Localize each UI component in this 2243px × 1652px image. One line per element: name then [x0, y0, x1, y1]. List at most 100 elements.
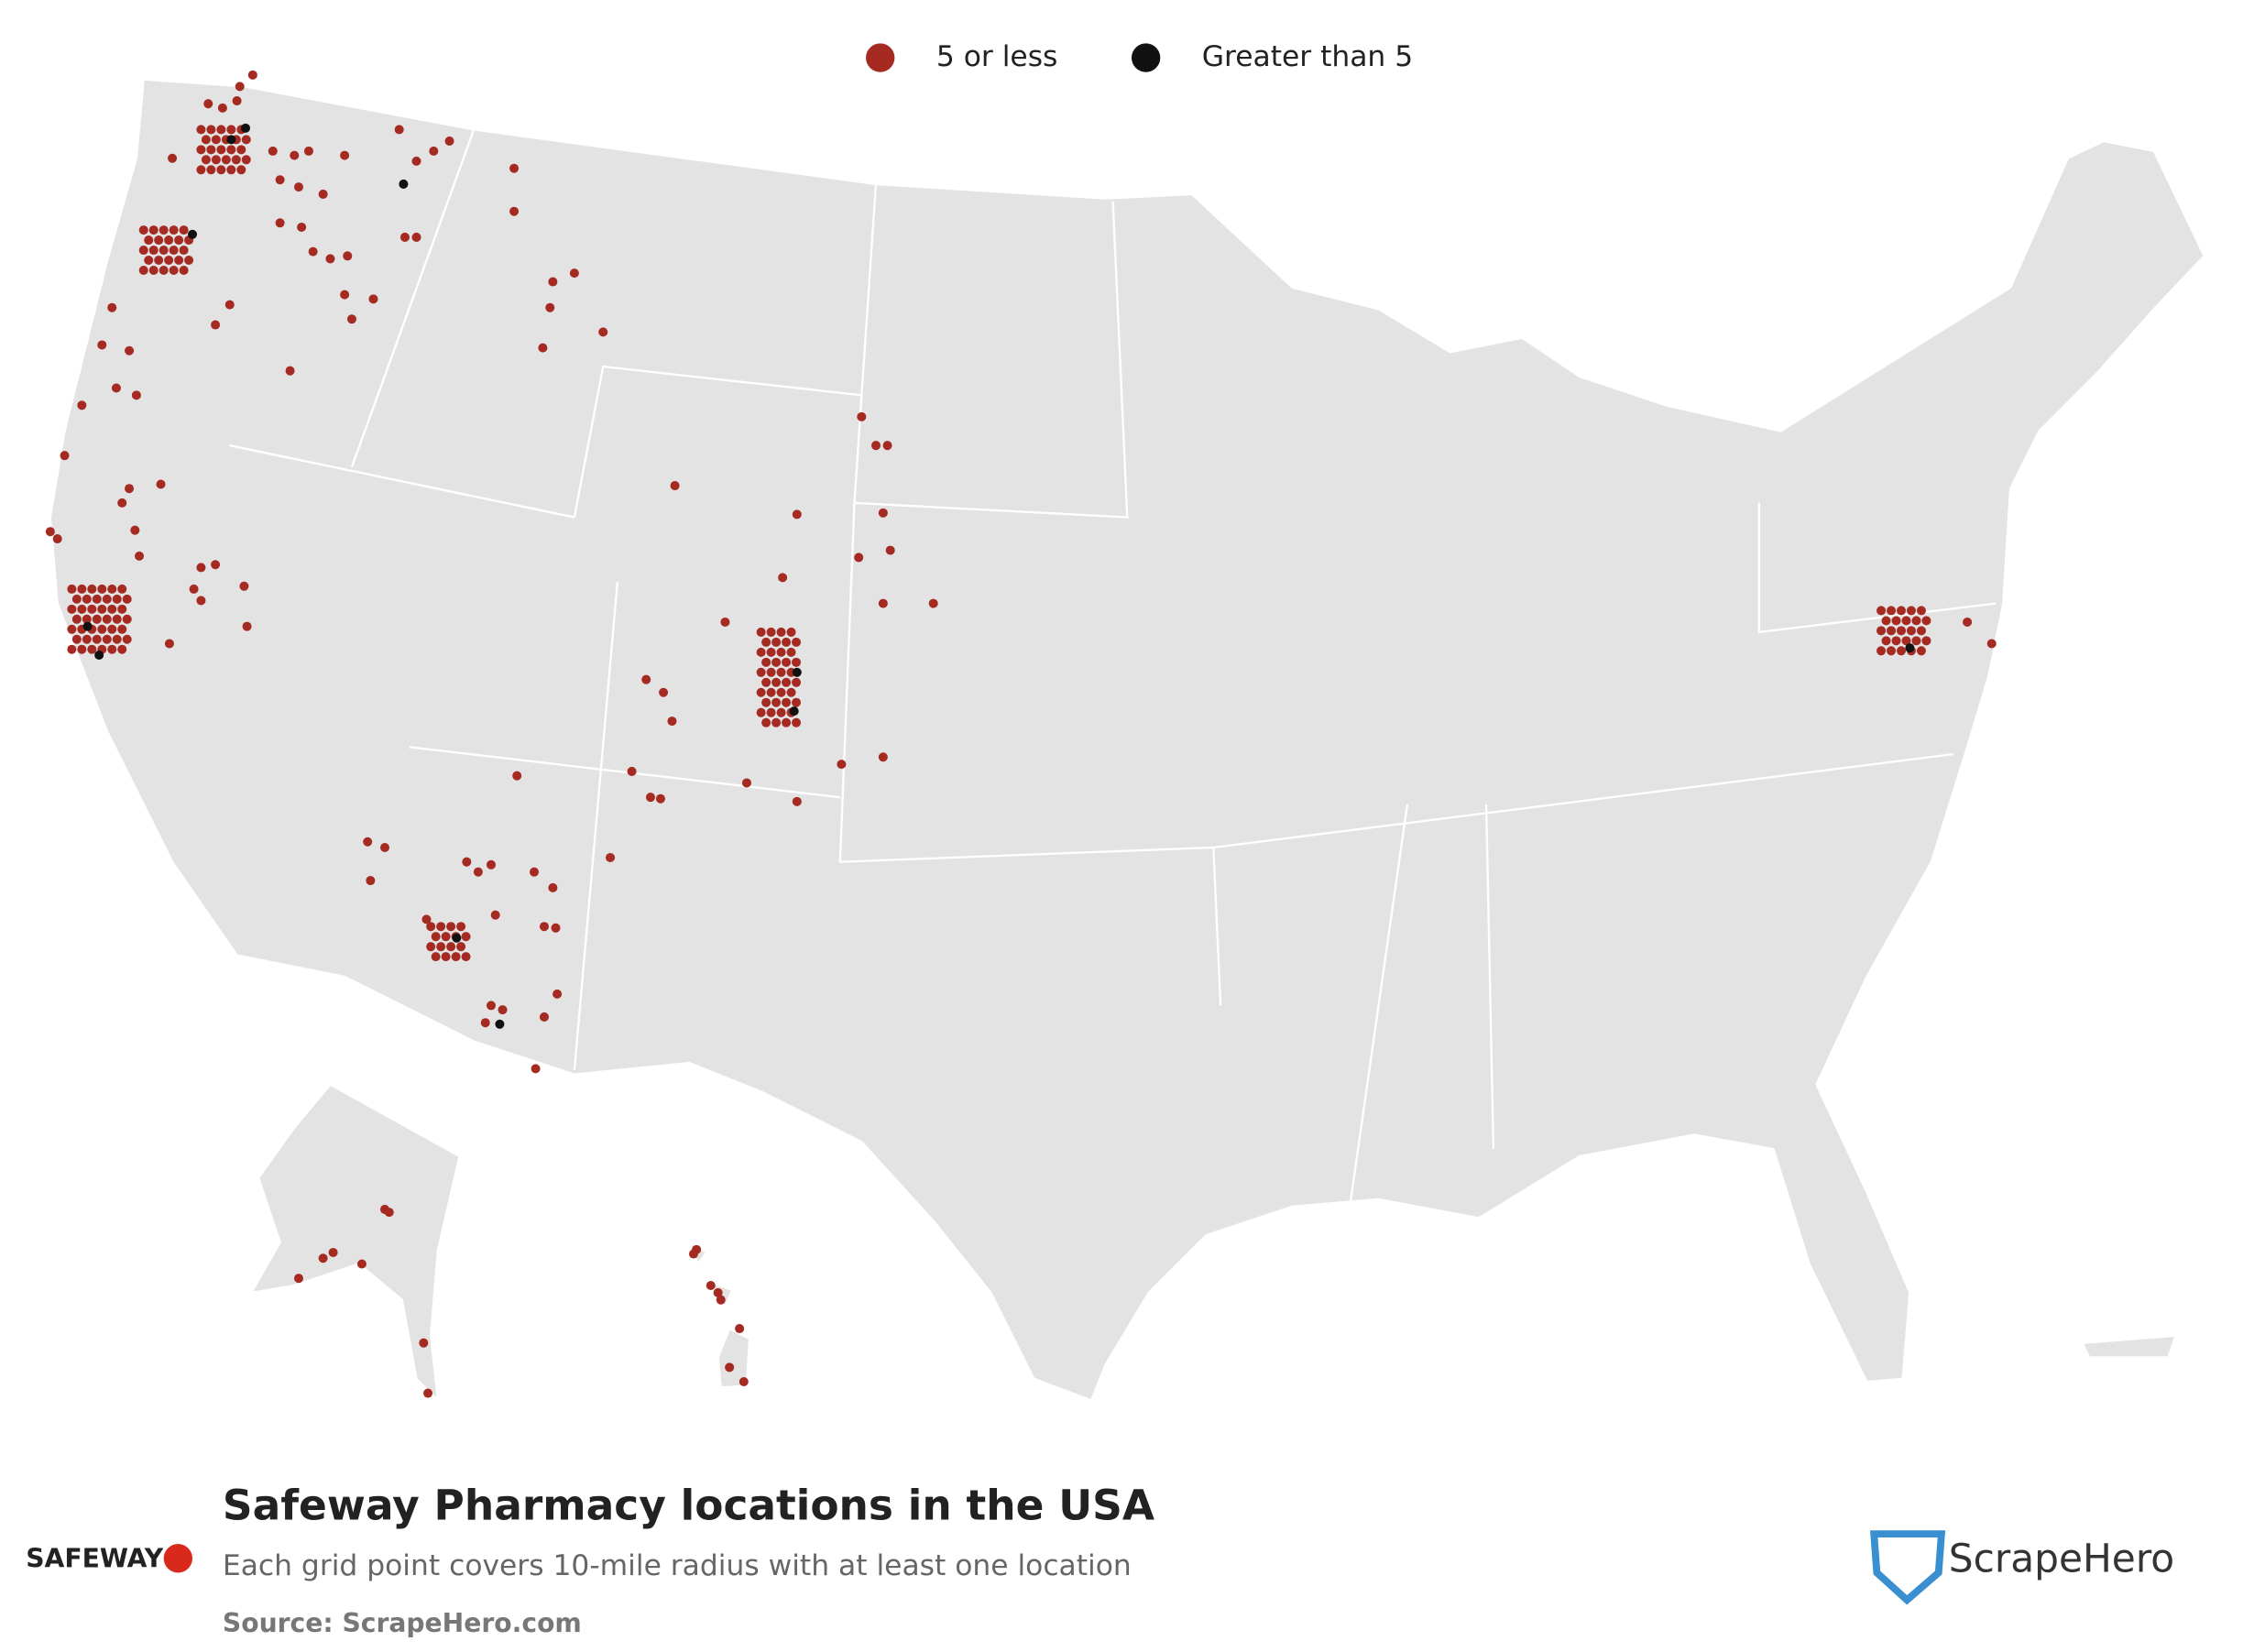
location-dot [138, 225, 148, 235]
location-dot [340, 150, 350, 160]
location-dot [771, 697, 782, 707]
location-dot [117, 604, 127, 614]
location-dot [436, 922, 446, 932]
location-dot [112, 634, 122, 644]
location-dot [882, 441, 892, 451]
location-dot [241, 135, 251, 145]
location-dot [122, 614, 132, 624]
location-dot [462, 857, 472, 867]
location-dot [226, 125, 236, 135]
location-dot [776, 707, 786, 717]
location-dot [290, 150, 300, 160]
location-dot [1887, 606, 1897, 616]
location-dot [236, 165, 246, 175]
location-dot [1891, 636, 1901, 646]
location-dot [240, 123, 251, 133]
location-dot [1911, 636, 1921, 646]
location-dot [1896, 646, 1907, 656]
location-dot [308, 246, 318, 257]
location-dot [480, 1018, 490, 1028]
location-dot [548, 277, 558, 287]
location-dot [275, 218, 285, 228]
location-dot [782, 677, 792, 687]
safeway-wordmark: SAFEWAY [26, 1543, 164, 1573]
location-dot [60, 451, 70, 461]
location-dot [545, 302, 555, 312]
location-dot [71, 634, 82, 644]
location-dot [71, 594, 82, 604]
location-dot [340, 290, 350, 300]
location-dot [426, 922, 436, 932]
location-dot [716, 1295, 726, 1305]
legend-swatch [1131, 43, 1161, 72]
location-dot [154, 235, 164, 246]
location-dot [1881, 616, 1891, 626]
location-dot [82, 594, 92, 604]
location-dot [94, 650, 104, 661]
location-dots [45, 70, 1997, 1398]
location-dot [512, 771, 522, 781]
location-dot [766, 707, 776, 717]
location-dot [179, 246, 189, 256]
location-dot [92, 634, 102, 644]
location-dot [189, 584, 199, 594]
location-dot [399, 232, 410, 242]
location-dot [792, 796, 802, 806]
subtitle: Each grid point covers 10-mile radius wi… [223, 1549, 1132, 1582]
location-dot [206, 145, 216, 155]
location-dot [125, 345, 135, 356]
location-dot [87, 584, 97, 594]
location-dot [1876, 626, 1887, 636]
location-dot [303, 146, 313, 156]
location-dot [164, 255, 174, 266]
title: Safeway Pharmacy locations in the USA [223, 1481, 1154, 1529]
location-dot [184, 255, 194, 266]
location-dot [792, 637, 802, 647]
location-dot [268, 146, 278, 156]
location-dot [107, 604, 117, 614]
location-dot [531, 1064, 541, 1074]
location-dot [792, 677, 802, 687]
location-dot [179, 225, 189, 235]
location-dot [117, 584, 127, 594]
location-dot [539, 1012, 549, 1022]
location-dot [857, 411, 867, 421]
location-dot [138, 265, 148, 276]
location-dot [130, 525, 140, 535]
location-dot [174, 255, 184, 266]
location-dot [431, 952, 441, 962]
location-dot [384, 1208, 394, 1218]
legend-label: Greater than 5 [1202, 40, 1413, 73]
location-dot [766, 667, 776, 677]
location-dot [242, 621, 252, 631]
location-dot [756, 627, 766, 637]
location-dot [782, 657, 792, 667]
location-dot [131, 390, 141, 400]
location-dot [201, 155, 211, 165]
location-dot [761, 637, 771, 647]
location-dot [148, 246, 159, 256]
location-dot [539, 922, 549, 932]
location-dot [293, 1274, 303, 1284]
location-dot [217, 103, 227, 113]
location-dot [174, 235, 184, 246]
location-dot [236, 145, 246, 155]
scrapehero-logo: ScrapeHero [1870, 1530, 2174, 1605]
legend-swatch [866, 43, 895, 72]
location-dot [771, 657, 782, 667]
location-dot [102, 614, 112, 624]
location-dot [782, 697, 792, 707]
location-dot [107, 624, 117, 634]
location-dot [1901, 636, 1911, 646]
source: Source: ScrapeHero.com [223, 1608, 582, 1638]
location-dot [156, 479, 166, 489]
location-dot [756, 687, 766, 697]
location-dot [1891, 616, 1901, 626]
location-dot [107, 584, 117, 594]
location-dot [1906, 626, 1916, 636]
location-dot [318, 189, 328, 199]
location-dot [551, 923, 561, 933]
location-dot [786, 687, 796, 697]
location-dot [789, 706, 799, 717]
location-dot [1906, 606, 1916, 616]
